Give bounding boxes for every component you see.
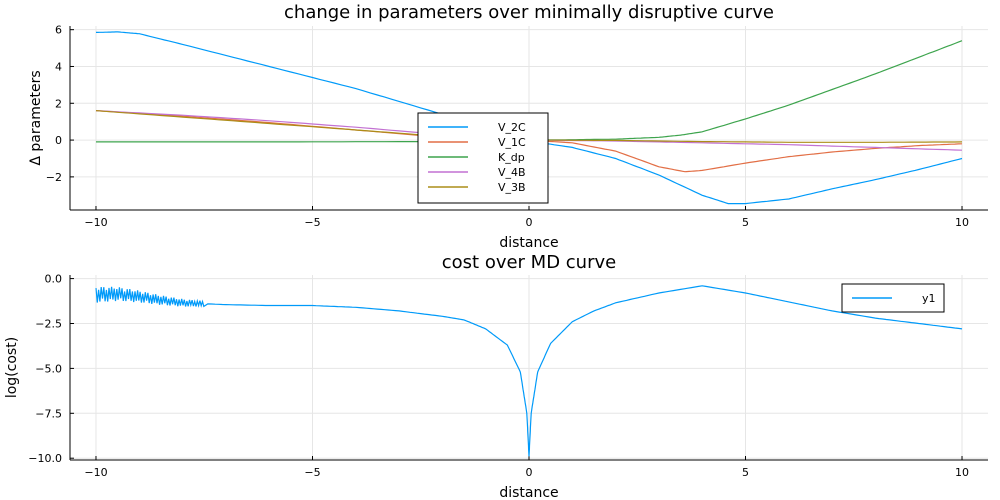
x-tick-label: −10	[84, 216, 107, 229]
y-tick-label: −7.5	[35, 407, 62, 420]
x-tick-label: −5	[304, 216, 320, 229]
series-line-y1	[95, 285, 963, 457]
legend-label: V_3B	[498, 181, 526, 194]
y-tick-label: 4	[55, 60, 62, 73]
x-tick-label: 5	[742, 216, 749, 229]
x-tick-label: 0	[526, 216, 533, 229]
parameters-chart: −10 −5 0 5 10 −2 0 2 4 6 change in parameters over…	[28, 2, 988, 251]
x-tick-label: 10	[955, 216, 969, 229]
chart-title: change in parameters over minimally disr…	[284, 2, 774, 23]
x-axis-title: distance	[499, 235, 558, 251]
x-tick-label: −10	[84, 466, 107, 479]
legend-label: K_dp	[498, 151, 525, 164]
chart-title: cost over MD curve	[442, 252, 616, 273]
y-tick-label: 2	[55, 97, 62, 110]
y-tick-label: −2	[46, 171, 62, 184]
x-tick-label: 10	[955, 466, 969, 479]
x-tick-label: 5	[742, 466, 749, 479]
y-tick-label: 0	[55, 134, 62, 147]
y-tick-label: 0.0	[45, 273, 63, 286]
y-tick-label: −5.0	[35, 362, 62, 375]
x-axis-title: distance	[499, 485, 558, 500]
legend-label: V_4B	[498, 166, 526, 179]
y-tick-label: −10.0	[28, 452, 62, 465]
legend-label: V_2C	[498, 121, 526, 134]
y-axis-title: Δ parameters	[28, 70, 44, 165]
cost-chart: −10 −5 0 5 10 −10.0 −7.5 −5.0 −2.5 0.0 cost over M…	[4, 252, 988, 500]
legend: V_2C V_1C K_dp V_4B V_3B	[417, 112, 549, 204]
x-tick-label: −5	[304, 466, 320, 479]
legend-label: y1	[922, 292, 936, 305]
y-axis-title: log(cost)	[4, 337, 20, 398]
y-tick-label: 6	[55, 24, 62, 37]
x-tick-label: 0	[526, 466, 533, 479]
series-line-v-2c	[96, 31, 963, 205]
y-tick-label: −2.5	[35, 317, 62, 330]
legend-label: V_1C	[498, 136, 526, 149]
legend: y1	[841, 283, 945, 313]
legend-box	[417, 112, 549, 204]
